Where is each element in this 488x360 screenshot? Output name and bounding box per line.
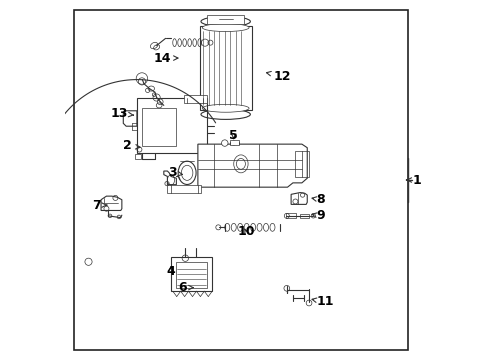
- Polygon shape: [290, 193, 306, 204]
- Polygon shape: [163, 171, 176, 185]
- Ellipse shape: [201, 17, 250, 27]
- Polygon shape: [101, 196, 122, 211]
- Text: 1: 1: [406, 174, 420, 186]
- Bar: [183, 95, 206, 103]
- Ellipse shape: [233, 155, 247, 173]
- Bar: [171, 257, 212, 291]
- Polygon shape: [198, 144, 306, 187]
- Ellipse shape: [236, 158, 245, 169]
- Text: 9: 9: [311, 210, 324, 222]
- Bar: [285, 213, 296, 219]
- Text: 14: 14: [153, 51, 178, 64]
- Polygon shape: [123, 111, 137, 126]
- Text: 11: 11: [311, 296, 333, 309]
- Ellipse shape: [202, 104, 248, 112]
- Text: 7: 7: [92, 199, 106, 212]
- Bar: [199, 26, 251, 110]
- Text: 13: 13: [110, 107, 133, 120]
- Ellipse shape: [178, 161, 196, 184]
- Bar: [300, 214, 308, 218]
- Ellipse shape: [181, 165, 192, 180]
- Circle shape: [221, 140, 227, 146]
- Text: 12: 12: [266, 69, 290, 82]
- Bar: [142, 108, 176, 146]
- Bar: [137, 98, 206, 153]
- Text: 6: 6: [178, 281, 193, 294]
- Bar: [135, 154, 140, 159]
- Ellipse shape: [202, 24, 248, 32]
- Text: 8: 8: [311, 193, 324, 206]
- Text: 3: 3: [167, 166, 182, 179]
- Bar: [230, 140, 239, 145]
- Text: 5: 5: [229, 129, 238, 142]
- Bar: [206, 15, 244, 24]
- Text: 2: 2: [122, 139, 140, 152]
- Ellipse shape: [201, 109, 250, 120]
- Text: 10: 10: [237, 225, 254, 238]
- Bar: [176, 262, 206, 288]
- Text: 4: 4: [166, 265, 175, 278]
- Circle shape: [231, 141, 235, 145]
- Bar: [167, 185, 201, 193]
